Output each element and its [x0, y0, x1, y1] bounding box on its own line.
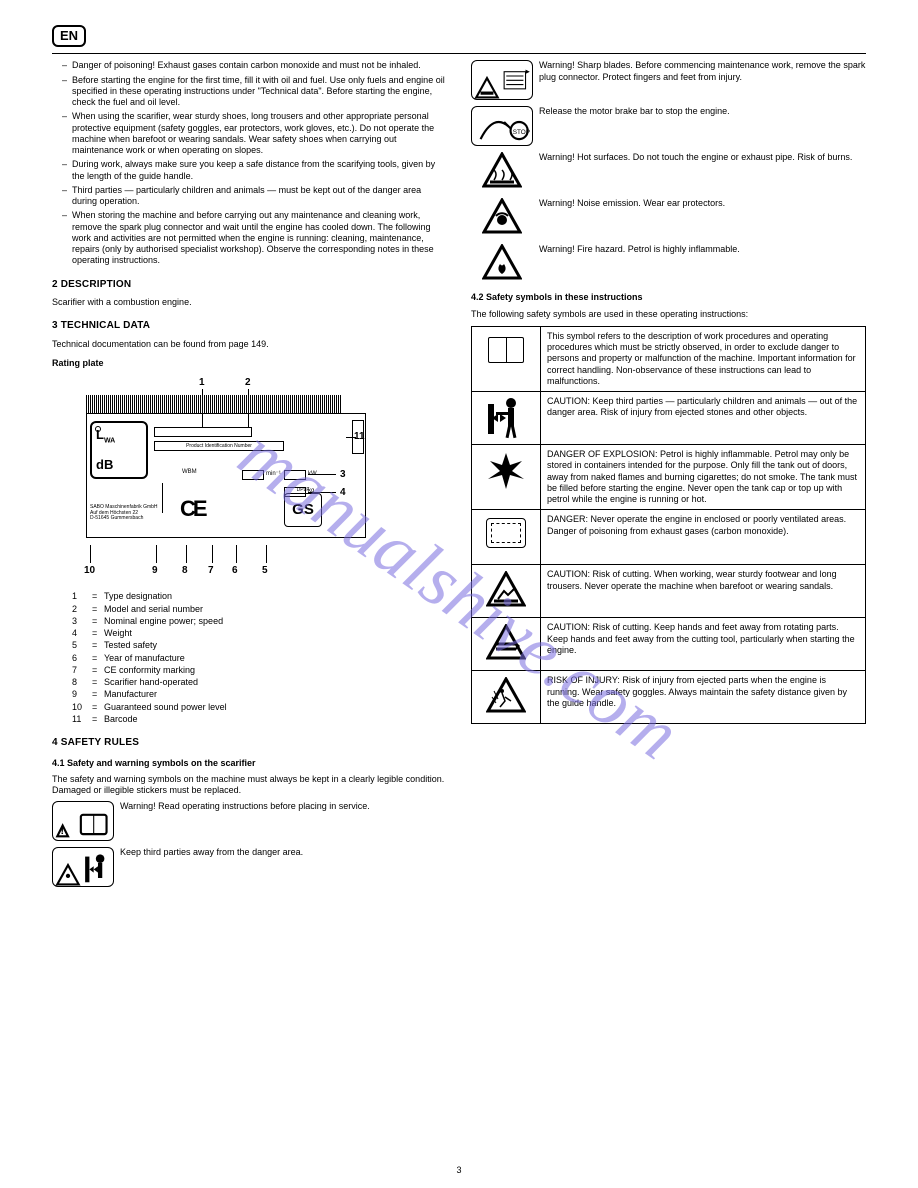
- stickers-note: The safety and warning symbols on the ma…: [52, 774, 447, 797]
- ce-mark-icon: CE: [180, 495, 205, 523]
- icon-text: Warning! Hot surfaces. Do not touch the …: [539, 152, 866, 163]
- table-row: DANGER: Never operate the engine in encl…: [472, 510, 866, 565]
- technical-data-note: Technical documentation can be found fro…: [52, 339, 447, 350]
- lwa-box-icon: LWA dB: [90, 421, 148, 479]
- table-text: RISK OF INJURY: Risk of injury from ejec…: [541, 671, 866, 724]
- bullet: When storing the machine and before carr…: [62, 210, 447, 266]
- icon-text: Warning! Fire hazard. Petrol is highly i…: [539, 244, 866, 255]
- page-number: 3: [0, 1165, 918, 1176]
- left-column: Danger of poisoning! Exhaust gases conta…: [52, 60, 447, 893]
- bullet: Before starting the engine for the first…: [62, 75, 447, 109]
- barcode-icon: [86, 395, 342, 413]
- section-4-2-title: 4.2 Safety symbols in these instructions: [471, 292, 866, 303]
- gs-mark-icon: DPLF GS: [284, 493, 322, 527]
- header-rule: [52, 53, 866, 54]
- callout-2: 2: [245, 377, 251, 390]
- icon-row: Warning! Sharp blades. Before commencing…: [471, 60, 866, 100]
- hand-cutting-icon: [478, 624, 534, 664]
- sharp-blades-icon: [471, 60, 533, 100]
- callout-1: 1: [199, 377, 205, 390]
- svg-text:!: !: [60, 825, 64, 837]
- explosion-icon: [478, 451, 534, 491]
- section-4-2-note: The following safety symbols are used in…: [471, 309, 866, 320]
- manual-icon: [478, 337, 534, 377]
- icon-row: Warning! Hot surfaces. Do not touch the …: [471, 152, 866, 192]
- section-4-1-title: 4.1 Safety and warning symbols on the sc…: [52, 758, 447, 769]
- keep-distance-icon: [52, 847, 114, 887]
- icon-text: Release the motor brake bar to stop the …: [539, 106, 866, 117]
- callout-6: 6: [232, 565, 238, 578]
- table-text: DANGER OF EXPLOSION: Petrol is highly in…: [541, 445, 866, 510]
- pid-label: Product Identification Number: [154, 441, 284, 451]
- ejection-risk-icon: [478, 677, 534, 717]
- svg-text:STOP: STOP: [513, 129, 530, 136]
- table-row: CAUTION: Keep third parties — particular…: [472, 392, 866, 445]
- section-2-text: Scarifier with a combustion engine.: [52, 297, 447, 308]
- icon-text: Warning! Sharp blades. Before commencing…: [539, 60, 866, 83]
- icon-row: ! Warning! Read operating instructions b…: [52, 801, 447, 841]
- bullet: Third parties — particularly children an…: [62, 185, 447, 208]
- rating-plate-legend: 1=Type designation 2=Model and serial nu…: [72, 591, 447, 725]
- section-4-title: 4 SAFETY RULES: [52, 737, 447, 750]
- table-text: DANGER: Never operate the engine in encl…: [541, 510, 866, 565]
- page-header: EN: [52, 25, 866, 47]
- callout-10: 10: [84, 565, 95, 578]
- table-text: This symbol refers to the description of…: [541, 326, 866, 391]
- icon-row: Warning! Fire hazard. Petrol is highly i…: [471, 244, 866, 284]
- callout-7: 7: [208, 565, 214, 578]
- table-row: This symbol refers to the description of…: [472, 326, 866, 391]
- rating-plate-heading: Rating plate: [52, 358, 447, 369]
- intro-bullets: Danger of poisoning! Exhaust gases conta…: [52, 60, 447, 266]
- rating-plate-figure: 1 2 3 4 5 6 7 8 9 10 11: [62, 375, 372, 585]
- icon-row: Keep third parties away from the danger …: [52, 847, 447, 887]
- callout-8: 8: [182, 565, 188, 578]
- table-row: DANGER OF EXPLOSION: Petrol is highly in…: [472, 445, 866, 510]
- foot-cutting-icon: [478, 571, 534, 611]
- section-2-title: 2 DESCRIPTION: [52, 279, 447, 292]
- language-badge: EN: [52, 25, 86, 47]
- release-bar-icon: STOP: [471, 106, 533, 146]
- table-text: CAUTION: Risk of cutting. Keep hands and…: [541, 618, 866, 671]
- right-column: Warning! Sharp blades. Before commencing…: [471, 60, 866, 893]
- manufacturer-address: SABO Maschinenfabrik GmbH Auf dem Höchst…: [90, 505, 158, 522]
- section-3-title: 3 TECHNICAL DATA: [52, 320, 447, 333]
- ear-protection-icon: [471, 198, 533, 238]
- bullet: During work, always make sure you keep a…: [62, 159, 447, 182]
- table-text: CAUTION: Keep third parties — particular…: [541, 392, 866, 445]
- icon-text: Warning! Read operating instructions bef…: [120, 801, 447, 812]
- table-row: RISK OF INJURY: Risk of injury from ejec…: [472, 671, 866, 724]
- bullet: Danger of poisoning! Exhaust gases conta…: [62, 60, 447, 71]
- callout-9: 9: [152, 565, 158, 578]
- icon-row: STOP Release the motor brake bar to stop…: [471, 106, 866, 146]
- icon-text: Keep third parties away from the danger …: [120, 847, 447, 858]
- callout-5: 5: [262, 565, 268, 578]
- fire-hazard-icon: [471, 244, 533, 284]
- no-enclosed-icon: [478, 518, 534, 558]
- keep-away-icon: [478, 398, 534, 438]
- icon-text: Warning! Noise emission. Wear ear protec…: [539, 198, 866, 209]
- table-row: CAUTION: Risk of cutting. When working, …: [472, 565, 866, 618]
- table-row: CAUTION: Risk of cutting. Keep hands and…: [472, 618, 866, 671]
- safety-symbol-table: This symbol refers to the description of…: [471, 326, 866, 725]
- hot-surface-icon: [471, 152, 533, 192]
- icon-row: Warning! Noise emission. Wear ear protec…: [471, 198, 866, 238]
- table-text: CAUTION: Risk of cutting. When working, …: [541, 565, 866, 618]
- wbm-label: WBM: [182, 469, 197, 477]
- warning-manual-icon: !: [52, 801, 114, 841]
- bullet: When using the scarifier, wear sturdy sh…: [62, 111, 447, 156]
